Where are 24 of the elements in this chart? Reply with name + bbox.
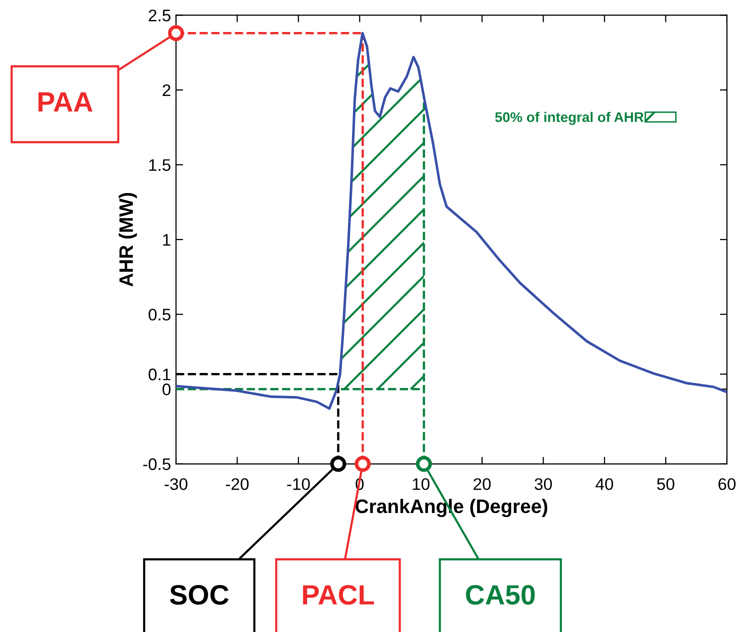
x-tick-label: -10 — [287, 478, 310, 490]
y-tick-label: 0 — [162, 384, 170, 396]
x-tick-label: 30 — [534, 478, 552, 490]
x-tick-label: 60 — [718, 478, 736, 490]
legend-label: 50% of integral of AHR — [495, 112, 644, 125]
y-tick-label: 2.5 — [148, 10, 170, 22]
x-tick-label: 10 — [412, 478, 430, 490]
x-tick-label: -30 — [164, 478, 188, 490]
ref-line-label: SOC — [170, 585, 229, 605]
ref-line-label: PACL — [303, 585, 374, 605]
ref-line-label: PAA — [38, 92, 93, 112]
y-axis-title: AHR (MW) — [118, 192, 137, 287]
x-tick-label: 40 — [596, 478, 614, 490]
ref-line-label: CA50 — [466, 585, 535, 605]
line-series — [176, 32, 727, 410]
y-tick-label: 1.5 — [149, 159, 170, 171]
x-tick-label: 50 — [657, 478, 674, 490]
y-tick-label: 2 — [162, 84, 170, 96]
y-tick-label: 0.5 — [148, 308, 170, 321]
x-tick-label: 20 — [474, 478, 491, 490]
y-tick-label: -0.5 — [143, 458, 170, 470]
y-tick-label: 1 — [163, 234, 170, 246]
x-tick-label: -20 — [226, 478, 249, 490]
y-tick-label: 0.1 — [148, 368, 170, 380]
